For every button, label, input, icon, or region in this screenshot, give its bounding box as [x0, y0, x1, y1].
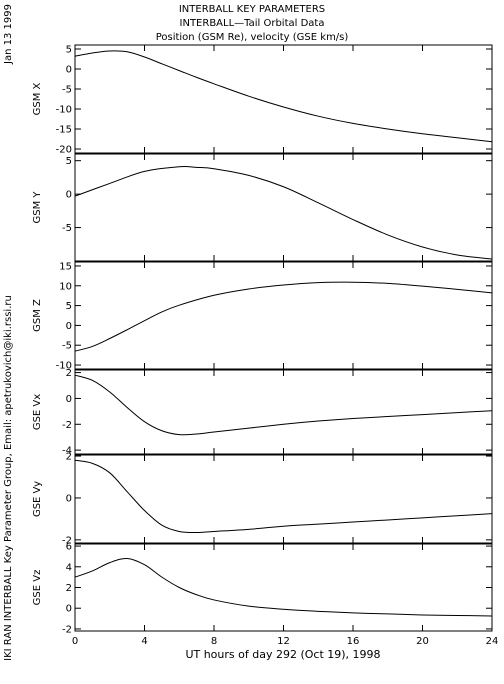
panel-5-ytick-label: 2: [66, 452, 72, 463]
header-line-3: Position (GSM Re), velocity (GSE km/s): [156, 32, 349, 43]
panel-5-ylabel: GSE Vy: [32, 481, 43, 517]
panel-6-ytick-label: -2: [62, 624, 72, 635]
x-tick-label: 16: [347, 636, 360, 647]
panel-3-ytick-label: -5: [62, 341, 72, 352]
header-line-1: INTERBALL KEY PARAMETERS: [179, 4, 325, 15]
panel-1-ytick-label: -5: [62, 85, 72, 96]
panel-3-ytick-label: -10: [56, 361, 72, 372]
panel-2-series-line: [74, 165, 493, 260]
panel-4-ytick-label: 0: [66, 394, 72, 405]
x-tick-label: 20: [416, 636, 429, 647]
date-stamp: Jan 13 1999: [3, 4, 14, 65]
x-axis-label: UT hours of day 292 (Oct 19), 1998: [185, 648, 380, 661]
x-tick-label: 12: [277, 636, 290, 647]
panel-2-ytick-label: 5: [66, 156, 72, 167]
panel-5-series-line: [74, 459, 493, 534]
panel-2-ytick-label: 0: [66, 190, 72, 201]
panel-6-series-line: [74, 557, 493, 617]
header-line-2: INTERBALL—Tail Orbital Data: [180, 18, 325, 29]
panel-1-ytick-label: -10: [56, 105, 72, 116]
panel-3-ytick-label: 0: [66, 321, 72, 332]
panel-3-ytick-label: 15: [59, 261, 72, 272]
panel-6-ytick-label: 4: [66, 562, 72, 573]
panel-3-ytick-label: 10: [59, 281, 72, 292]
panel-1-ytick-label: -20: [56, 145, 72, 156]
panel-1-ytick-label: 0: [66, 65, 72, 76]
panel-4-series-line: [74, 374, 493, 436]
panel-1-ytick-label: 5: [66, 45, 72, 56]
panel-6-ytick-label: 0: [66, 604, 72, 615]
panel-6-ylabel: GSE Vz: [32, 570, 43, 606]
panel-3-ylabel: GSM Z: [32, 299, 43, 332]
x-tick-label: 4: [141, 636, 147, 647]
panel-5-ytick-label: -2: [62, 535, 72, 546]
panel-5-ytick-label: 0: [66, 493, 72, 504]
x-tick-label: 8: [211, 636, 217, 647]
side-credit: IKI RAN INTERBALL Key Parameter Group, E…: [3, 295, 14, 661]
panel-4-ytick-label: -2: [62, 420, 72, 431]
panel-6-ytick-label: 6: [66, 542, 72, 553]
panel-3-series-line: [74, 281, 493, 352]
panel-4-ytick-label: 2: [66, 368, 72, 379]
x-tick-label: 24: [486, 636, 499, 647]
panel-2-ytick-label: -5: [62, 223, 72, 234]
x-tick-label: 0: [72, 636, 78, 647]
panel-2-ylabel: GSM Y: [32, 191, 43, 224]
panel-1-ytick-label: -15: [56, 125, 72, 136]
panel-3-ytick-label: 5: [66, 301, 72, 312]
panel-1-ylabel: GSM X: [32, 82, 43, 115]
panel-4-ylabel: GSE Vx: [32, 394, 43, 430]
panel-6-ytick-label: 2: [66, 583, 72, 594]
panel-1-series-line: [74, 50, 493, 143]
panel-4-ytick-label: -4: [62, 446, 72, 457]
